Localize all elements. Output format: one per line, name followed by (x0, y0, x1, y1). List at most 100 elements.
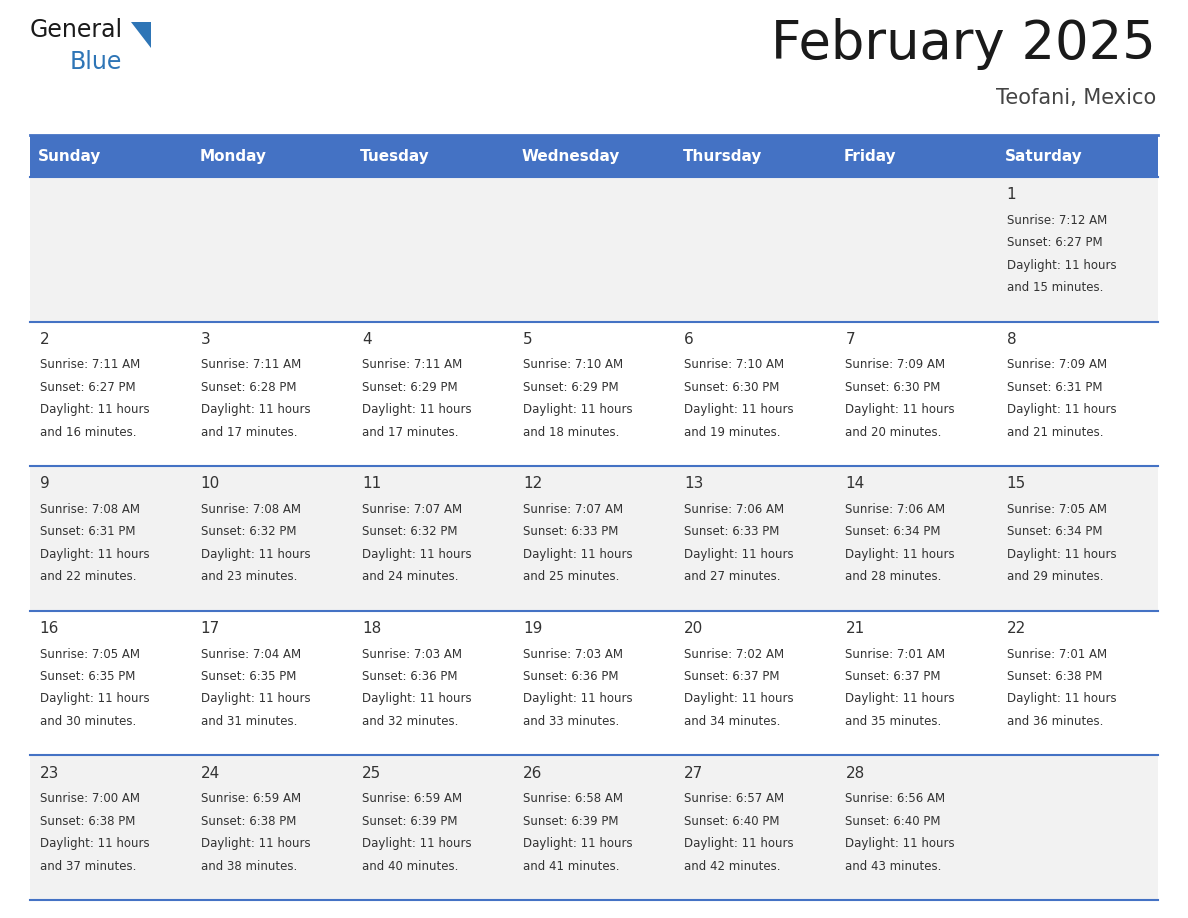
Text: 17: 17 (201, 621, 220, 636)
Text: Sunset: 6:37 PM: Sunset: 6:37 PM (846, 670, 941, 683)
Text: 10: 10 (201, 476, 220, 491)
Text: Tuesday: Tuesday (360, 149, 430, 163)
Text: Daylight: 11 hours: Daylight: 11 hours (523, 692, 633, 706)
Text: Sunset: 6:40 PM: Sunset: 6:40 PM (846, 814, 941, 828)
Text: 22: 22 (1006, 621, 1025, 636)
Text: and 38 minutes.: and 38 minutes. (201, 859, 297, 872)
Text: Daylight: 11 hours: Daylight: 11 hours (39, 403, 150, 416)
Text: Daylight: 11 hours: Daylight: 11 hours (684, 403, 794, 416)
Text: 24: 24 (201, 766, 220, 780)
Bar (835, 610, 997, 756)
Text: and 28 minutes.: and 28 minutes. (846, 570, 942, 583)
Text: Sunset: 6:29 PM: Sunset: 6:29 PM (362, 381, 457, 394)
Text: 9: 9 (39, 476, 50, 491)
Text: 21: 21 (846, 621, 865, 636)
Bar (835, 321, 997, 466)
Bar (30, 177, 191, 321)
Text: Daylight: 11 hours: Daylight: 11 hours (39, 692, 150, 706)
Text: Sunset: 6:32 PM: Sunset: 6:32 PM (362, 525, 457, 539)
Text: 6: 6 (684, 331, 694, 347)
Text: and 37 minutes.: and 37 minutes. (39, 859, 137, 872)
Text: Sunrise: 7:01 AM: Sunrise: 7:01 AM (846, 648, 946, 661)
Text: Sunrise: 7:05 AM: Sunrise: 7:05 AM (39, 648, 140, 661)
Text: Sunset: 6:34 PM: Sunset: 6:34 PM (846, 525, 941, 539)
Text: Daylight: 11 hours: Daylight: 11 hours (1006, 548, 1117, 561)
Text: Sunrise: 6:59 AM: Sunrise: 6:59 AM (201, 792, 301, 805)
Text: Sunset: 6:31 PM: Sunset: 6:31 PM (1006, 381, 1102, 394)
Text: Blue: Blue (70, 50, 122, 74)
Text: Wednesday: Wednesday (522, 149, 620, 163)
Text: and 27 minutes.: and 27 minutes. (684, 570, 781, 583)
Text: Sunset: 6:33 PM: Sunset: 6:33 PM (684, 525, 779, 539)
Polygon shape (131, 22, 151, 48)
Bar (997, 610, 1158, 756)
Bar (353, 321, 513, 466)
Text: Sunset: 6:34 PM: Sunset: 6:34 PM (1006, 525, 1102, 539)
Text: Sunrise: 7:05 AM: Sunrise: 7:05 AM (1006, 503, 1106, 516)
Text: Daylight: 11 hours: Daylight: 11 hours (362, 403, 472, 416)
Bar (997, 177, 1158, 321)
Text: Sunrise: 7:10 AM: Sunrise: 7:10 AM (684, 358, 784, 372)
Text: Sunrise: 7:02 AM: Sunrise: 7:02 AM (684, 648, 784, 661)
Text: Daylight: 11 hours: Daylight: 11 hours (684, 837, 794, 850)
Text: Daylight: 11 hours: Daylight: 11 hours (1006, 692, 1117, 706)
Text: and 16 minutes.: and 16 minutes. (39, 426, 137, 439)
Bar (835, 177, 997, 321)
Text: Daylight: 11 hours: Daylight: 11 hours (1006, 403, 1117, 416)
Text: 26: 26 (523, 766, 543, 780)
Text: Saturday: Saturday (1005, 149, 1082, 163)
Text: Sunrise: 6:57 AM: Sunrise: 6:57 AM (684, 792, 784, 805)
Bar (191, 177, 353, 321)
Text: 23: 23 (39, 766, 59, 780)
Bar (353, 756, 513, 900)
Text: Sunset: 6:38 PM: Sunset: 6:38 PM (1006, 670, 1102, 683)
Text: 16: 16 (39, 621, 59, 636)
Text: 7: 7 (846, 331, 855, 347)
Text: Sunset: 6:30 PM: Sunset: 6:30 PM (846, 381, 941, 394)
Text: and 29 minutes.: and 29 minutes. (1006, 570, 1102, 583)
Text: and 22 minutes.: and 22 minutes. (39, 570, 137, 583)
Text: and 31 minutes.: and 31 minutes. (201, 715, 297, 728)
Text: Sunrise: 7:01 AM: Sunrise: 7:01 AM (1006, 648, 1107, 661)
Text: Daylight: 11 hours: Daylight: 11 hours (846, 403, 955, 416)
Text: Sunset: 6:39 PM: Sunset: 6:39 PM (523, 814, 619, 828)
Text: Sunrise: 6:58 AM: Sunrise: 6:58 AM (523, 792, 623, 805)
Bar (353, 466, 513, 610)
Text: Friday: Friday (843, 149, 897, 163)
Text: 12: 12 (523, 476, 543, 491)
Text: and 36 minutes.: and 36 minutes. (1006, 715, 1102, 728)
Bar (353, 177, 513, 321)
Bar (30, 610, 191, 756)
Text: Sunset: 6:33 PM: Sunset: 6:33 PM (523, 525, 619, 539)
Text: and 19 minutes.: and 19 minutes. (684, 426, 781, 439)
Bar (675, 177, 835, 321)
Bar (513, 610, 675, 756)
Text: 1: 1 (1006, 187, 1016, 202)
Text: and 15 minutes.: and 15 minutes. (1006, 281, 1102, 294)
Text: and 21 minutes.: and 21 minutes. (1006, 426, 1102, 439)
Text: Sunrise: 7:06 AM: Sunrise: 7:06 AM (846, 503, 946, 516)
Bar (30, 321, 191, 466)
Text: Daylight: 11 hours: Daylight: 11 hours (39, 548, 150, 561)
Bar (30, 135, 1158, 177)
Bar (675, 610, 835, 756)
Text: February 2025: February 2025 (771, 18, 1156, 70)
Text: Daylight: 11 hours: Daylight: 11 hours (846, 837, 955, 850)
Bar (513, 321, 675, 466)
Text: Sunrise: 6:59 AM: Sunrise: 6:59 AM (362, 792, 462, 805)
Bar (675, 321, 835, 466)
Text: 3: 3 (201, 331, 210, 347)
Text: General: General (30, 18, 124, 42)
Bar (191, 466, 353, 610)
Bar (835, 756, 997, 900)
Text: and 35 minutes.: and 35 minutes. (846, 715, 942, 728)
Text: Sunset: 6:28 PM: Sunset: 6:28 PM (201, 381, 296, 394)
Bar (997, 756, 1158, 900)
Text: 5: 5 (523, 331, 532, 347)
Text: Daylight: 11 hours: Daylight: 11 hours (523, 837, 633, 850)
Text: Daylight: 11 hours: Daylight: 11 hours (362, 548, 472, 561)
Text: Sunrise: 7:09 AM: Sunrise: 7:09 AM (846, 358, 946, 372)
Bar (353, 610, 513, 756)
Bar (675, 466, 835, 610)
Bar (191, 610, 353, 756)
